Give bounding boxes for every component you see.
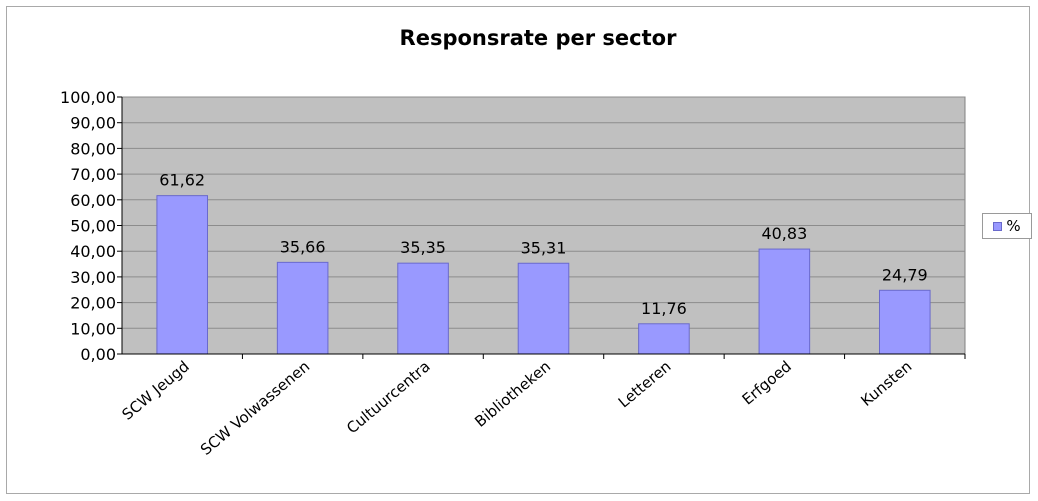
y-tick-label: 60,00 (70, 191, 116, 210)
x-tick-label: Cultuurcentra (343, 357, 434, 437)
data-label: 35,31 (521, 238, 567, 257)
bar (397, 262, 449, 355)
y-tick-label: 10,00 (70, 319, 116, 338)
data-label: 24,79 (882, 265, 928, 284)
legend: % (982, 213, 1032, 239)
axes (117, 96, 966, 359)
bar (156, 195, 209, 355)
x-tick-label: Letteren (615, 357, 675, 411)
y-tick-label: 80,00 (70, 139, 116, 158)
bar (517, 262, 570, 355)
y-tick-label: 70,00 (70, 165, 116, 184)
data-label: 35,35 (400, 238, 446, 257)
y-tick-label: 40,00 (70, 242, 116, 261)
y-tick-label: 20,00 (70, 294, 116, 313)
x-tick-label: SCW Jeugd (119, 357, 193, 423)
gridlines (122, 96, 965, 329)
x-tick-label: Kunsten (857, 357, 915, 410)
data-label: 35,66 (280, 237, 326, 256)
bar (276, 261, 329, 355)
x-tick-label: SCW Volwassenen (197, 357, 313, 459)
chart-title: Responsrate per sector (399, 26, 677, 50)
legend-label: % (1006, 217, 1021, 235)
bars (156, 195, 931, 355)
data-label: 61,62 (159, 171, 205, 190)
bar (638, 323, 690, 355)
legend-swatch (993, 221, 1003, 231)
y-tick-label: 50,00 (70, 217, 116, 236)
data-label: 11,76 (641, 299, 687, 318)
x-tick-label: Bibliotheken (471, 357, 554, 431)
bar (758, 248, 811, 355)
y-tick-label: 100,00 (60, 88, 116, 107)
y-tick-label: 0,00 (80, 345, 116, 364)
x-tick-label: Erfgoed (739, 357, 795, 408)
y-tick-label: 30,00 (70, 268, 116, 287)
y-tick-label: 90,00 (70, 114, 116, 133)
data-label: 40,83 (761, 224, 807, 243)
bar (878, 289, 931, 355)
